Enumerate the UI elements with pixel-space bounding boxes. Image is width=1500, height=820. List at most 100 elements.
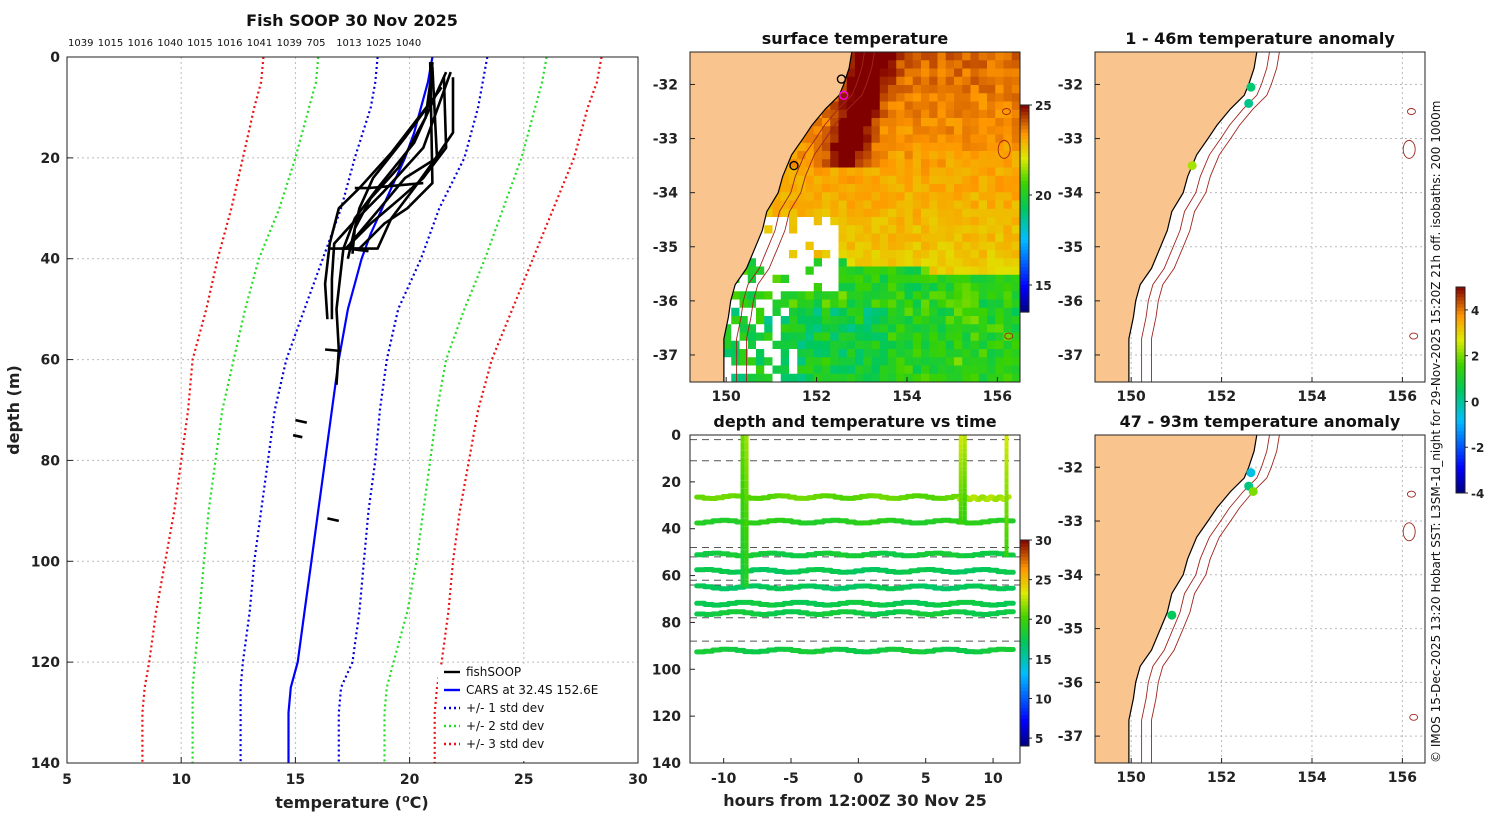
sst-cell — [962, 316, 972, 325]
sst-cell — [896, 299, 906, 309]
sst-cell — [797, 200, 807, 210]
sst-colorbar-cell — [1020, 125, 1029, 130]
sst-cell — [1011, 217, 1020, 226]
sst-cell — [789, 324, 798, 334]
sst-colorbar-cell — [1020, 215, 1029, 220]
sst-cell — [871, 101, 881, 111]
timeseries-colorbar-cell — [1020, 636, 1029, 640]
sst-cell — [937, 200, 947, 210]
sst-cell — [912, 266, 922, 276]
sst-cell — [888, 85, 897, 94]
anomaly-colorbar-cell — [1456, 472, 1465, 477]
sst-cell — [813, 324, 823, 334]
sst-cell — [912, 233, 922, 243]
profile-count-label: 1013 — [336, 38, 361, 49]
sst-cell — [962, 291, 972, 301]
anomaly-bottom-map — [1095, 435, 1425, 763]
sst-cell — [929, 258, 939, 268]
sst-cell — [929, 225, 939, 235]
sst-cell — [1011, 93, 1020, 103]
sst-cell — [789, 159, 798, 169]
sst-cell — [995, 274, 1005, 284]
timeseries-colorbar-cell — [1020, 722, 1029, 726]
anomaly-colorbar-cell — [1456, 311, 1465, 315]
sst-cell — [888, 159, 897, 169]
sst-colorbar-cell — [1020, 284, 1029, 289]
sst-cell — [830, 159, 840, 169]
sst-cell — [871, 175, 881, 185]
profile-xtick-label: 15 — [286, 772, 305, 788]
timeseries-colorbar-cell — [1020, 660, 1029, 665]
timeseries-ytick-label: 40 — [662, 522, 682, 538]
sst-cell — [937, 68, 947, 78]
sst-cell — [879, 283, 889, 292]
sst-cell — [838, 250, 848, 259]
timeseries-xlabel: hours from 12:00Z 30 Nov 25 — [723, 791, 986, 810]
sst-colorbar-cell — [1020, 122, 1029, 127]
sst-cell — [879, 159, 889, 169]
sst-cell — [888, 52, 897, 61]
sst-cell — [780, 340, 790, 350]
sst-cell — [978, 365, 988, 375]
sst-colorbar-cell — [1020, 298, 1029, 303]
sst-cell — [830, 307, 840, 317]
timeseries-colorbar-label: 15 — [1035, 653, 1052, 667]
sst-cell — [780, 175, 790, 185]
sst-cell — [863, 118, 873, 127]
sst-colorbar-cell — [1020, 160, 1029, 165]
sst-colorbar-cell — [1020, 218, 1029, 223]
timeseries-colorbar-cell — [1020, 622, 1029, 627]
sst-cell — [879, 266, 889, 276]
timeseries-colorbar-cell — [1020, 742, 1029, 747]
sst-cell — [937, 93, 947, 103]
sst-cell — [929, 274, 939, 284]
sst-cell — [929, 340, 939, 350]
sst-cell — [830, 217, 840, 226]
sst-cell — [904, 208, 914, 218]
sst-cell — [929, 250, 939, 259]
sst-cell — [896, 316, 906, 325]
sst-cell — [1011, 175, 1020, 185]
sst-cell — [747, 357, 757, 367]
sst-cell — [739, 349, 749, 358]
timeseries-colorbar-cell — [1020, 632, 1029, 637]
sst-cell — [904, 60, 914, 70]
map-xtick-label: 152 — [1207, 770, 1236, 786]
anomaly-colorbar-cell — [1456, 314, 1465, 319]
sst-cell — [896, 365, 906, 375]
sst-cell — [756, 283, 765, 292]
sst-cell — [739, 324, 749, 334]
sst-cell — [912, 60, 922, 70]
sst-cell — [945, 118, 955, 127]
sst-cell — [772, 258, 782, 268]
sst-cell — [1003, 250, 1013, 259]
sst-cell — [764, 340, 774, 350]
sst-cell — [921, 159, 930, 169]
sst-cell — [855, 175, 864, 185]
sst-cell — [904, 85, 914, 94]
sst-cell — [1011, 274, 1020, 284]
sst-cell — [921, 184, 930, 193]
sst-cell — [780, 266, 790, 276]
sst-cell — [937, 225, 947, 235]
sst-cell — [987, 291, 996, 301]
sst-cell — [888, 307, 897, 317]
sst-cell — [764, 225, 774, 235]
sst-cell — [764, 299, 774, 309]
profile-ytick-label: 100 — [31, 554, 60, 570]
sst-cell — [912, 307, 922, 317]
sst-cell — [764, 373, 774, 382]
sst-cell — [929, 126, 939, 136]
map-xtick-label: 154 — [1297, 770, 1326, 786]
sst-cell — [978, 316, 988, 325]
sst-cell — [970, 316, 980, 325]
timeseries-axes-box — [689, 434, 1021, 764]
sst-cell — [805, 167, 815, 177]
sst-cell — [904, 109, 914, 119]
anomaly-colorbar-cell — [1456, 400, 1465, 405]
sst-cell — [896, 109, 906, 119]
map-xtick-label: 150 — [712, 389, 741, 405]
sst-cell — [789, 349, 798, 358]
legend-label: +/- 1 std dev — [466, 701, 544, 715]
